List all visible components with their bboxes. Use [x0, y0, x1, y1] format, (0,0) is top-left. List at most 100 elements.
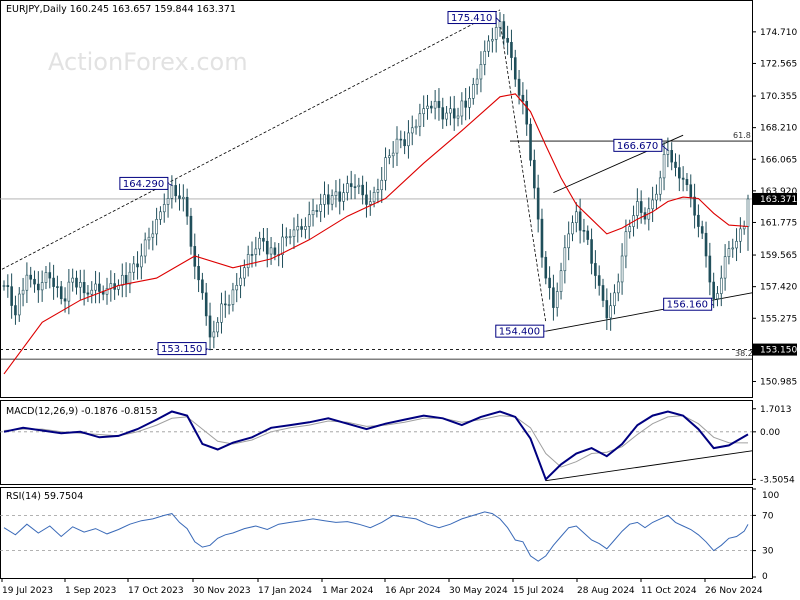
candle-body: [304, 226, 307, 230]
candle-body: [265, 240, 269, 255]
candle-body: [712, 281, 715, 300]
candle-body: [441, 107, 445, 120]
candle-body: [216, 322, 219, 333]
watermark: ActionForex.com: [48, 48, 248, 76]
candle-body: [40, 282, 44, 291]
candle-body: [700, 226, 704, 234]
candle-body: [422, 108, 425, 115]
candle-body: [250, 254, 254, 256]
candle-body: [685, 179, 689, 186]
candle-body: [567, 233, 570, 249]
candle-body: [243, 267, 246, 279]
price-tick-label: 155.275: [760, 314, 797, 324]
candle-body: [159, 211, 162, 220]
candle-body: [120, 274, 124, 286]
candle-body: [67, 281, 71, 302]
price-tick-label: 166.065: [760, 155, 797, 165]
candle-body: [33, 278, 36, 285]
date-tick-label: 17 Jan 2024: [258, 586, 312, 596]
candle-body: [208, 315, 212, 338]
fib-61-8-label: 61.8: [733, 131, 751, 140]
candle-body: [269, 247, 273, 255]
candle-body: [689, 184, 693, 198]
candle-body: [380, 179, 384, 190]
candle-body: [510, 42, 513, 58]
candle-body: [742, 226, 746, 230]
candle-body: [616, 281, 620, 294]
candle-body: [292, 229, 296, 237]
candle-body: [6, 285, 10, 287]
candle-body: [578, 211, 582, 231]
candle-body: [563, 247, 567, 272]
candle-body: [182, 196, 185, 199]
candle-body: [697, 214, 700, 227]
candle-body: [14, 305, 17, 316]
candle-body: [582, 230, 586, 232]
callout-label: 164.290: [123, 179, 164, 190]
date-tick-label: 15 Jul 2024: [513, 586, 564, 596]
candle-body: [403, 139, 406, 147]
date-tick-label: 26 Nov 2024: [705, 586, 763, 596]
price-tick-label: 168.210: [760, 124, 797, 134]
candle-body: [285, 236, 288, 239]
callout-box: [119, 176, 169, 190]
callouts-layer: 175.410 164.290 166.670 153.150 154.400 156.1…: [119, 11, 714, 356]
macd-line: [3, 410, 749, 482]
candle-body: [128, 271, 132, 285]
candle-body: [525, 100, 529, 125]
candle-body: [395, 138, 399, 154]
callout-label: 175.410: [451, 13, 492, 24]
candle-body: [708, 255, 712, 283]
candle-body: [338, 191, 342, 202]
candle-body: [75, 277, 78, 288]
candle-body: [327, 194, 330, 205]
callout-leader: [495, 17, 501, 22]
candle-body: [151, 233, 155, 238]
candle-body: [536, 187, 540, 220]
candle-body: [517, 78, 521, 96]
callout-leader: [167, 183, 173, 186]
candle-body: [37, 283, 40, 291]
candle-body: [365, 194, 368, 205]
macd-layer: 1.7013 0.00 -3.5054: [0, 405, 795, 485]
candle-body: [246, 254, 250, 269]
candle-body: [636, 201, 639, 216]
candle-body: [731, 247, 735, 250]
candle-body: [430, 105, 433, 109]
price-tick-label: 163.920: [760, 187, 797, 197]
candle-body: [204, 292, 208, 317]
date-tick-label: 16 Apr 2024: [385, 586, 441, 596]
candle-body: [727, 248, 731, 257]
candle-body: [220, 303, 223, 323]
candle-body: [296, 226, 300, 231]
level-price-label: 153.150: [760, 346, 797, 356]
date-tick-label: 1 Sep 2023: [65, 586, 116, 596]
candle-body: [307, 214, 311, 227]
candle-body: [376, 189, 380, 193]
candle-body: [464, 100, 467, 108]
candle-body: [575, 211, 578, 223]
candle-body: [132, 263, 136, 273]
candle-body: [59, 286, 63, 300]
candle-body: [105, 288, 109, 295]
candle-body: [44, 272, 48, 283]
candle-body: [513, 57, 517, 80]
macd-signal-line: [3, 415, 749, 468]
candle-body: [437, 100, 441, 108]
candle-body: [25, 274, 29, 291]
candle-body: [590, 239, 593, 264]
candle-body: [56, 286, 59, 288]
candle-body: [624, 231, 628, 257]
candle-body: [540, 218, 544, 258]
candle-body: [357, 184, 361, 188]
candle-body: [639, 201, 643, 213]
candle-body: [231, 289, 235, 305]
candle-body: [391, 152, 395, 157]
candle-body: [94, 283, 97, 291]
candle-body: [258, 237, 261, 250]
candle-body: [670, 150, 673, 163]
price-axis: 174.710 172.565 170.355 168.210 166.065 163.9…: [752, 28, 797, 387]
candle-body: [212, 331, 216, 338]
date-tick-label: 28 Aug 2024: [577, 586, 635, 596]
candle-body: [281, 236, 284, 256]
